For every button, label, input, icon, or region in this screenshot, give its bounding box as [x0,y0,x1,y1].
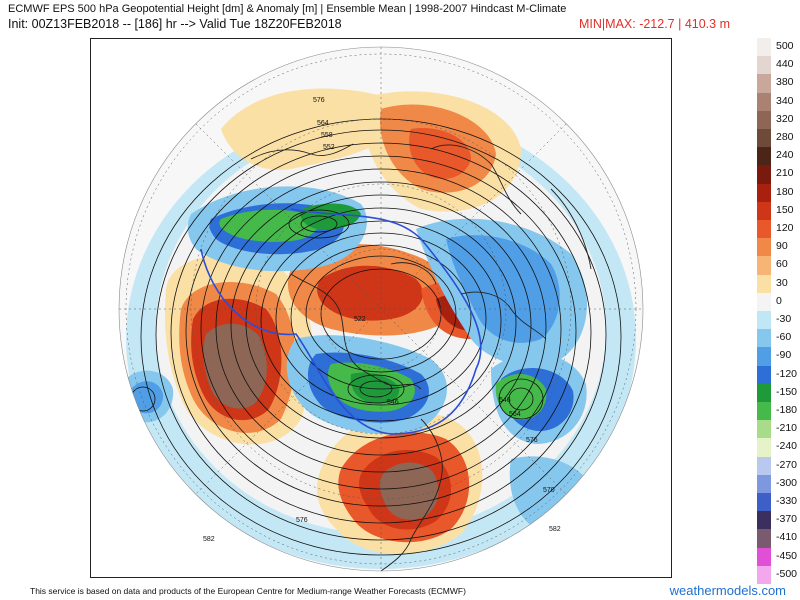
legend-swatch [757,147,771,166]
legend-swatch [757,274,771,294]
legend-label: 30 [776,276,788,289]
contour-label: 582 [549,526,561,533]
legend-label: 340 [776,94,794,107]
map-canvas: 576 564 558 552 522 546 546 564 576 570 … [91,39,671,577]
legend-swatch [757,493,771,512]
legend-label: -500 [776,567,798,580]
init-valid-time: Init: 00Z13FEB2018 -- [186] hr --> Valid… [8,17,342,31]
legend-label: -210 [776,422,798,435]
legend-swatch [757,256,771,276]
legend-label: -240 [776,440,798,453]
brand-link[interactable]: weathermodels.com [669,583,786,598]
legend-label: -150 [776,385,798,398]
legend-swatch [757,529,771,549]
legend-swatch [757,56,771,75]
coastlines [250,143,592,571]
legend-swatch [757,110,771,130]
legend-swatch [757,511,771,530]
legend-label: 440 [776,58,794,71]
contour-label: 552 [323,144,335,151]
legend-label: 180 [776,185,794,198]
legend-swatch [757,292,771,312]
legend-label: -330 [776,495,798,507]
contour-label: 576 [526,437,538,444]
legend-swatch [757,220,771,239]
legend-swatch [757,438,771,458]
legend-swatch [757,547,771,567]
contour-label: 546 [387,399,399,406]
contour-labels: 576 564 558 552 522 546 546 564 576 570 … [203,97,561,543]
contour-label: 522 [354,316,366,323]
legend-swatch [757,474,771,494]
legend-label: -270 [776,458,798,471]
legend-swatch [757,311,771,330]
legend-label: 210 [776,167,794,180]
legend-swatch [757,565,771,585]
legend-label: 90 [776,240,788,253]
legend-swatch [757,456,771,476]
chart-title: ECMWF EPS 500 hPa Geopotential Height [d… [8,3,567,15]
min-max-readout: MIN|MAX: -212.7 | 410.3 m [579,17,730,31]
legend-swatch [757,383,771,403]
legend-swatch [757,183,771,203]
legend-swatch [757,92,771,112]
legend-label: 0 [776,294,782,307]
contour-label: 576 [313,97,325,104]
legend-label: 500 [776,40,794,52]
ecmwf-disclaimer: This service is based on data and produc… [30,586,466,596]
contour-label: 564 [317,120,329,127]
legend-swatch [757,74,771,94]
legend-swatch [757,420,771,439]
legend-label: -60 [776,331,792,344]
contour-label: 576 [296,517,308,524]
contour-label: 570 [543,487,555,494]
legend-swatch [757,329,771,348]
legend-label: 380 [776,76,794,89]
contour-label: 582 [203,536,215,543]
legend-swatch [757,347,771,367]
legend-label: 120 [776,222,794,234]
legend-swatch [757,201,771,221]
legend-label: 240 [776,149,794,162]
legend-label: 60 [776,258,788,271]
legend-swatch [757,402,771,421]
legend-swatch [757,129,771,148]
legend-label: 320 [776,112,794,125]
contour-label: 558 [321,132,333,139]
legend-label: -90 [776,349,792,362]
legend-swatch [757,165,771,185]
contour-label: 546 [499,397,511,404]
legend-swatch [757,38,771,57]
legend-swatch [757,238,771,257]
552-dm-contour [200,208,482,435]
legend-label: -30 [776,313,792,325]
legend-label: -120 [776,367,798,380]
legend-label: -370 [776,513,798,526]
contour-label: 564 [509,411,521,418]
legend-label: 280 [776,131,794,143]
legend-label: -180 [776,404,798,416]
legend-label: 150 [776,203,794,216]
forecast-map: 576 564 558 552 522 546 546 564 576 570 … [90,38,672,578]
graticule [119,47,643,571]
legend-swatch [757,365,771,385]
legend-label: -300 [776,476,798,489]
legend-label: -410 [776,531,798,544]
legend-label: -450 [776,549,798,562]
